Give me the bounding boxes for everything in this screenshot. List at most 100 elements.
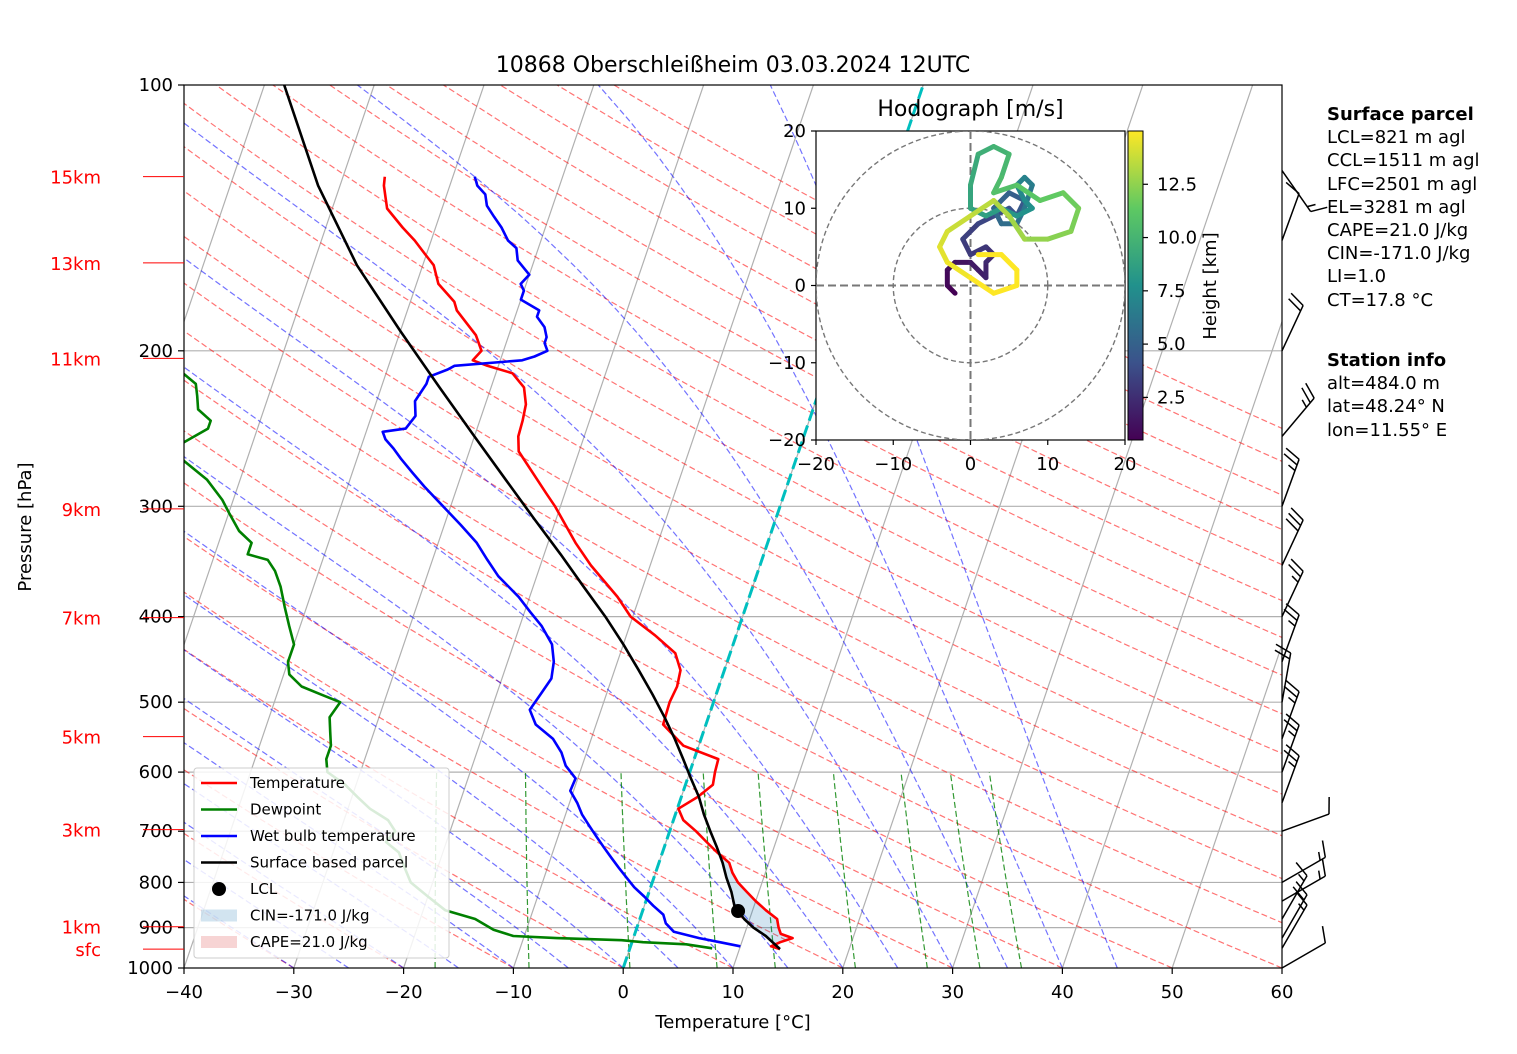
barb-flag-half xyxy=(1307,203,1316,208)
x-tick-label: −20 xyxy=(385,982,423,1003)
moist-adiabat xyxy=(184,366,844,968)
dry-adiabat xyxy=(184,145,1282,755)
barb-staff xyxy=(1281,691,1300,739)
freezing-line xyxy=(621,85,925,968)
hodograph-y-tick-label: −10 xyxy=(768,353,806,374)
hodograph-segment xyxy=(1045,228,1074,242)
barb-flag-half xyxy=(1301,399,1308,408)
barb-flag-full xyxy=(1283,719,1298,732)
mixing-ratio-line xyxy=(832,772,856,968)
mixing-ratio-line xyxy=(949,772,981,968)
dry-adiabat xyxy=(499,85,1282,496)
barb-flag-full xyxy=(1285,744,1300,757)
x-tick-label: 20 xyxy=(831,982,854,1003)
li-value: LI=1.0 xyxy=(1327,266,1387,288)
hodograph-segment xyxy=(1060,190,1082,211)
barb-staff xyxy=(1281,305,1304,352)
temperature-line xyxy=(382,176,794,951)
y-tick-label: 800 xyxy=(139,872,173,893)
wetbulb-line xyxy=(381,176,741,948)
barb-flag-full xyxy=(1285,713,1300,726)
isotherm-gridline xyxy=(1171,642,1282,968)
barb-flag-full xyxy=(1285,603,1300,616)
barb-staff xyxy=(1281,397,1315,437)
wind-barb xyxy=(1281,507,1304,566)
wind-barb xyxy=(1281,558,1304,617)
barb-staff xyxy=(1281,942,1326,969)
hodograph-segment xyxy=(983,205,1004,219)
barb-flag-full xyxy=(1283,685,1298,698)
y-tick-label: 900 xyxy=(139,918,173,939)
isotherm-gridline xyxy=(512,85,814,968)
station-altitude: alt=484.0 m xyxy=(1327,373,1440,395)
wind-barb xyxy=(1281,881,1308,939)
barb-staff xyxy=(1281,170,1312,212)
wind-barb xyxy=(1281,170,1328,213)
wind-barb xyxy=(1274,643,1292,703)
hodograph-segment xyxy=(1014,182,1043,204)
barb-flag-full xyxy=(1290,507,1304,521)
barb-flag-full xyxy=(1295,881,1308,896)
barb-flag-full xyxy=(1305,382,1315,399)
barb-flag-half xyxy=(1288,464,1296,472)
barb-staff xyxy=(1281,904,1308,949)
hodograph-y-tick-label: 10 xyxy=(783,198,806,219)
mixing-ratio-line xyxy=(900,772,928,968)
barb-flag-half xyxy=(1317,851,1321,861)
barb-flag-half xyxy=(1288,760,1296,768)
wind-barb xyxy=(1281,292,1304,352)
colorbar-tick-label: 10.0 xyxy=(1157,228,1197,249)
dry-adiabat xyxy=(184,102,1282,715)
mixing-ratio-line xyxy=(988,772,1023,968)
y-tick-label: 1000 xyxy=(127,958,173,979)
x-tick-label: −30 xyxy=(275,982,313,1003)
moist-adiabat xyxy=(184,697,569,968)
colorbar-tick-label: 12.5 xyxy=(1157,174,1197,195)
wind-barb xyxy=(1281,603,1300,663)
legend-box xyxy=(193,767,450,959)
height-label: sfc xyxy=(75,940,101,961)
legend-label: Dewpoint xyxy=(250,801,321,819)
barb-flag-half xyxy=(1288,730,1296,737)
wind-barb xyxy=(1281,382,1315,437)
barb-flag-half xyxy=(1297,873,1305,882)
barb-flag-full xyxy=(1328,797,1330,815)
barb-flag-full xyxy=(1321,840,1327,858)
wind-barb xyxy=(1281,926,1327,969)
isotherm-gridline xyxy=(1061,319,1282,968)
barb-flag-full xyxy=(1283,453,1298,466)
surface-parcel-header: Surface parcel xyxy=(1327,104,1474,125)
cin-area xyxy=(719,855,793,945)
barb-staff xyxy=(1281,755,1300,804)
barb-flag-full xyxy=(1283,608,1298,622)
hodograph-segment xyxy=(968,244,989,258)
moist-adiabat xyxy=(357,85,1009,968)
wind-barb xyxy=(1281,891,1308,949)
barb-flag-full xyxy=(1285,181,1300,195)
barb-staff xyxy=(1281,813,1330,832)
dry-adiabat xyxy=(184,282,1282,880)
dry-adiabat xyxy=(184,379,1282,968)
hodograph-segment xyxy=(1006,213,1028,242)
height-label: 1km xyxy=(62,918,101,939)
station-latitude: lat=48.24° N xyxy=(1327,396,1445,418)
y-tick-label: 700 xyxy=(139,821,173,842)
moist-adiabat xyxy=(184,122,954,968)
isotherm-gridline xyxy=(184,85,265,324)
barb-flag-full xyxy=(1285,680,1300,693)
barb-flag-half xyxy=(1291,575,1299,583)
wind-barb xyxy=(1281,680,1300,739)
hodograph-segment xyxy=(975,143,997,157)
cin-value: CIN=-171.0 J/kg xyxy=(1327,243,1471,265)
barb-flag-full xyxy=(1295,891,1308,906)
height-label: 3km xyxy=(62,821,101,842)
barb-flag-full xyxy=(1290,558,1304,572)
hodograph-plot xyxy=(816,131,1125,440)
wind-barb xyxy=(1281,797,1330,832)
dry-adiabat xyxy=(184,482,1063,968)
moist-adiabat xyxy=(184,530,734,968)
barb-staff xyxy=(1281,570,1304,617)
wind-barb xyxy=(1281,744,1300,804)
legend-label: Surface based parcel xyxy=(250,854,408,872)
barb-flag-full xyxy=(1285,518,1299,532)
